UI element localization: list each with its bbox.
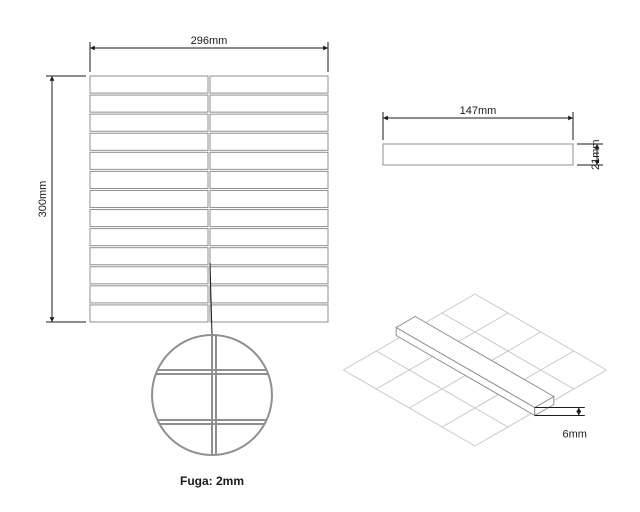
mosaic-slot [210,286,328,303]
isometric-view [343,294,606,446]
mosaic-slot [210,267,328,284]
dim-grid-height-text: 300mm [37,181,49,218]
mosaic-slot [210,152,328,169]
dim-iso-thickness: 6mm [535,408,587,441]
mosaic-slot [90,210,208,227]
mosaic-slot [90,305,208,322]
mosaic-slot [210,210,328,227]
mosaic-slot [210,95,328,112]
mosaic-slot [210,229,328,246]
mosaic-slot [90,114,208,131]
mosaic-slot [90,229,208,246]
dim-grid-height: 300mm [37,76,86,322]
dim-grid-width: 296mm [90,35,328,72]
mosaic-slot [210,76,328,93]
mosaic-slot [90,76,208,93]
drawing-canvas: 296mm 300mm 147mm 21mm [0,0,640,512]
mosaic-slot [210,114,328,131]
mosaic-slot [210,305,328,322]
dim-tile-width-text: 147mm [460,105,497,117]
mosaic-slot [90,152,208,169]
mosaic-slot [210,133,328,150]
mosaic-slot [90,286,208,303]
mosaic-slot [90,267,208,284]
fuga-label: Fuga: 2mm [180,474,244,488]
mosaic-slot [90,171,208,188]
mosaic-slot [90,95,208,112]
mosaic-slot [210,171,328,188]
dim-tile-width: 147mm [383,105,573,140]
dim-tile-height-text: 21mm [590,139,602,170]
dim-grid-width-text: 296mm [191,35,228,47]
single-tile-rect [383,144,573,165]
front-mosaic-grid [90,76,328,322]
dim-tile-height: 21mm [577,139,603,170]
mosaic-slot [90,190,208,207]
mosaic-slot [210,190,328,207]
mosaic-slot [210,248,328,265]
mosaic-slot [90,248,208,265]
mosaic-slot [90,133,208,150]
joint-detail-circle [148,331,276,459]
dim-iso-thickness-text: 6mm [563,429,587,441]
